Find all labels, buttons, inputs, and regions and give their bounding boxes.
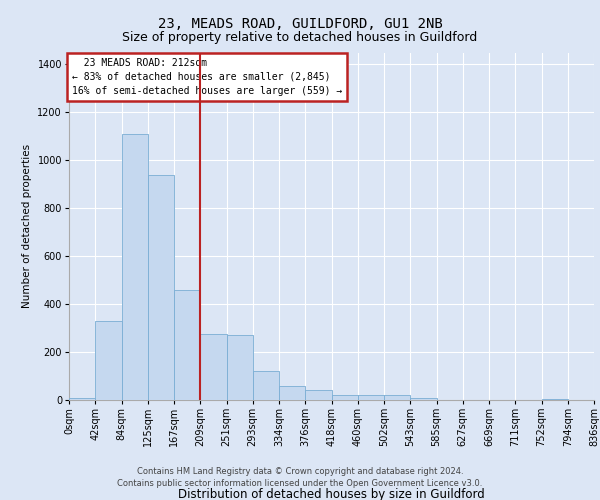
Bar [542,399,568,400]
Bar [148,174,174,400]
Text: Contains public sector information licensed under the Open Government Licence v3: Contains public sector information licen… [118,478,482,488]
Bar [384,395,410,400]
Bar [410,398,437,400]
Bar [227,336,253,400]
Bar [358,395,384,400]
Bar [331,395,358,400]
Y-axis label: Number of detached properties: Number of detached properties [22,144,32,308]
Bar [279,386,305,400]
Bar [200,334,227,400]
Text: Size of property relative to detached houses in Guildford: Size of property relative to detached ho… [122,31,478,44]
Bar [95,321,121,400]
Text: 23 MEADS ROAD: 212sqm  
← 83% of detached houses are smaller (2,845)
16% of semi: 23 MEADS ROAD: 212sqm ← 83% of detached … [71,58,342,96]
Bar [121,134,148,400]
X-axis label: Distribution of detached houses by size in Guildford: Distribution of detached houses by size … [178,488,485,500]
Bar [253,371,279,400]
Bar [174,290,200,400]
Text: Contains HM Land Registry data © Crown copyright and database right 2024.: Contains HM Land Registry data © Crown c… [137,467,463,476]
Bar [305,390,331,400]
Bar [69,398,95,400]
Text: 23, MEADS ROAD, GUILDFORD, GU1 2NB: 23, MEADS ROAD, GUILDFORD, GU1 2NB [158,18,442,32]
